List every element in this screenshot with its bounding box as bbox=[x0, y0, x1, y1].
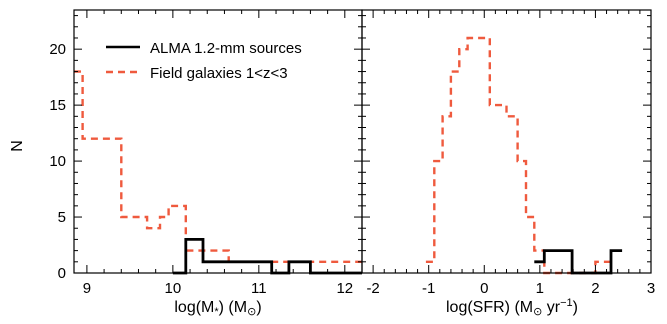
mass-x-tick-label: 11 bbox=[251, 280, 267, 297]
sfr-histogram-panel: -2 -1 0 1 2 3 bbox=[361, 9, 655, 297]
legend-label-field: Field galaxies 1<z<3 bbox=[150, 65, 288, 82]
sfr-x-tick-label: 1 bbox=[536, 280, 544, 297]
sfr-plot-frame bbox=[361, 9, 652, 274]
y-axis-label: N bbox=[9, 140, 26, 152]
y-tick-label: 10 bbox=[49, 153, 66, 170]
mass-x-tick-label: 12 bbox=[336, 280, 353, 297]
mass-x-tick-label: 9 bbox=[83, 280, 91, 297]
sfr-x-tick-label: 2 bbox=[591, 280, 599, 297]
legend-label-alma: ALMA 1.2-mm sources bbox=[150, 40, 302, 57]
sfr-x-tick-label: -2 bbox=[366, 280, 379, 297]
sfr-x-tick-label: 3 bbox=[647, 280, 655, 297]
mass-x-tick-label: 10 bbox=[165, 280, 182, 297]
sfr-series-alma bbox=[534, 249, 623, 275]
x-axis-label-mass: log(M*) (M⊙) bbox=[174, 299, 261, 318]
y-tick-label: 5 bbox=[58, 209, 66, 226]
legend: ALMA 1.2-mm sources Field galaxies 1<z<3 bbox=[106, 40, 302, 82]
y-tick-label: 15 bbox=[49, 97, 66, 114]
sfr-x-tick-label: 0 bbox=[480, 280, 488, 297]
mass-series-field bbox=[74, 70, 362, 263]
y-tick-label: 0 bbox=[58, 265, 66, 282]
y-tick-label: 20 bbox=[49, 41, 66, 58]
x-axis-label-sfr: log(SFR) (M⊙ yr−1) bbox=[446, 297, 578, 318]
mass-series-alma bbox=[172, 238, 362, 275]
sfr-x-tick-label: -1 bbox=[422, 280, 435, 297]
sfr-series-field bbox=[425, 36, 613, 275]
